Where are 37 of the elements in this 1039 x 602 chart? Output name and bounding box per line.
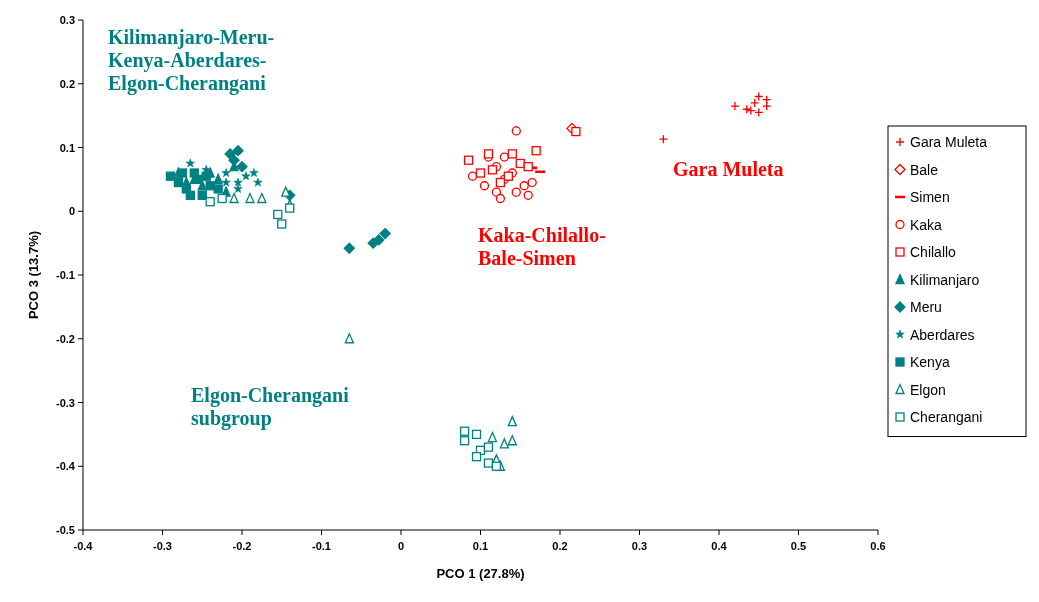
x-tick-label: 0 [397,540,405,552]
y-axis-title: PCO 3 (13.7%) [26,230,41,320]
y-tick-label: 0 [68,205,75,218]
x-tick-label: -0.1 [312,540,331,552]
y-tick-label: -0.4 [56,460,76,473]
x-tick-label: 0.5 [790,540,807,552]
x-axis-title: PCO 1 (27.8%) [436,566,525,581]
annotation: Kilimanjaro-Meru- Kenya-Aberdares- Elgon-Cherangani [108,26,275,95]
x-tick-label: -0.4 [73,540,94,552]
legend-label: Meru [910,299,942,315]
x-tick-label: 0.2 [552,540,568,552]
y-tick-label: -0.3 [56,396,75,409]
legend-label: Bale [910,161,939,178]
y-tick-label: -0.2 [56,332,75,345]
y-tick-label: 0.1 [59,141,75,154]
annotation: Gara Muleta [673,158,784,180]
legend-label: Chilallo [910,244,957,260]
legend-label: Simen [910,189,950,205]
legend-label: Kilimanjaro [910,271,980,288]
legend-label: Kaka [910,216,943,233]
x-tick-label: 0.1 [472,540,489,552]
x-tick-label: -0.2 [232,540,252,552]
y-tick-label: -0.5 [56,524,75,536]
x-tick-label: 0.6 [870,540,886,552]
x-tick-label: 0.3 [631,540,648,552]
legend-label: Elgon [910,381,946,398]
x-tick-label: -0.3 [153,540,172,552]
y-tick-label: 0.2 [59,77,75,90]
y-tick-label: 0.3 [59,14,75,26]
legend-label: Aberdares [910,326,975,343]
legend-label: Kenya [910,354,950,370]
y-tick-label: -0.1 [56,269,75,281]
annotation: Kaka-Chilallo- Bale-Simen [478,224,606,269]
annotation: Elgon-Cherangani subgroup [191,384,350,430]
x-tick-label: 0.4 [711,540,728,552]
legend-label: Gara Muleta [910,134,988,150]
legend-label: Cherangani [910,409,983,425]
